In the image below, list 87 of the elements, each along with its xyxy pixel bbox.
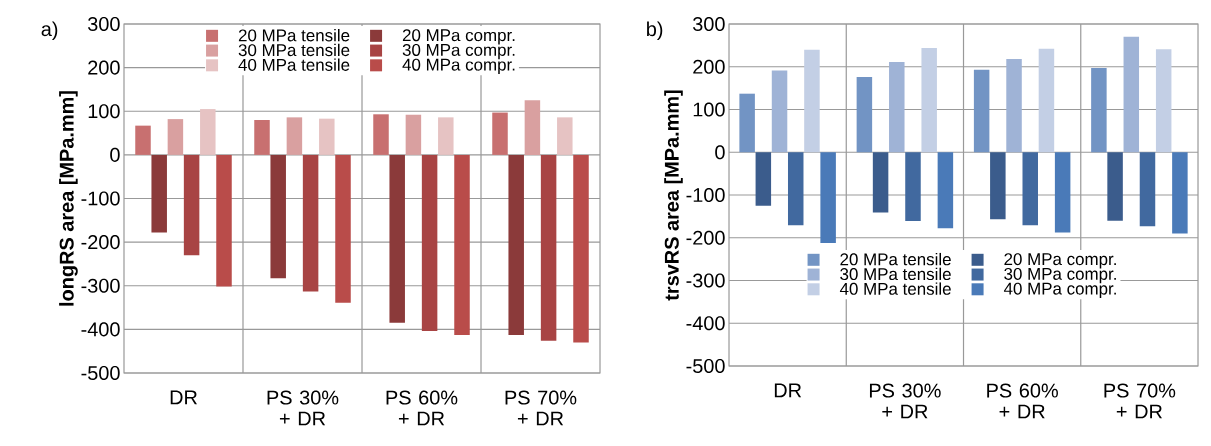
bar: [135, 125, 151, 155]
text: a): [41, 21, 58, 41]
bar: [1006, 59, 1022, 153]
bar: [200, 109, 216, 155]
bar: [335, 154, 351, 303]
legend-label: 40 MPa tensile: [839, 282, 951, 295]
bar: [937, 152, 954, 229]
y-tick-label: 100: [693, 102, 725, 117]
legend-label: 30 MPa tensile: [840, 267, 951, 281]
bar: [524, 100, 541, 155]
bar: [1022, 152, 1038, 226]
bar: [1155, 49, 1172, 153]
bar: [540, 154, 557, 341]
bar: [755, 152, 772, 206]
bar: [183, 154, 200, 256]
legend-label: 20 MPa tensile: [840, 252, 951, 266]
bar: [921, 47, 937, 153]
y-tick-label: -500: [686, 358, 725, 374]
bar: [319, 118, 335, 155]
text: b): [647, 21, 663, 41]
y-tick-label: -300: [81, 278, 120, 293]
y-tick-label: 0: [110, 147, 120, 162]
bar: [973, 69, 990, 153]
y-tick-label: 200: [693, 59, 725, 74]
bar: [820, 152, 836, 243]
x-tick-label: PS 70% + DR: [505, 390, 577, 426]
bar: [508, 154, 524, 336]
x-tick-label: PS 30% + DR: [267, 390, 339, 426]
legend-label: 20 MPa tensile: [238, 28, 350, 42]
bar: [1107, 152, 1123, 221]
y-axis-title: trsvRS area [MPa.mm]: [664, 90, 683, 301]
bar: [254, 119, 270, 155]
bar: [856, 77, 873, 153]
x-tick-label: PS 60% + DR: [987, 383, 1058, 419]
bar: [1139, 152, 1156, 227]
y-tick-label: -200: [686, 230, 725, 245]
bar: [373, 114, 389, 155]
bar: [990, 152, 1006, 220]
bar: [405, 114, 422, 155]
bar: [1091, 68, 1107, 153]
bar: [454, 154, 470, 336]
legend-label: 20 MPa compr.: [1004, 253, 1116, 269]
bar: [804, 49, 820, 153]
bar: [771, 70, 788, 153]
y-tick-label: -100: [686, 187, 725, 203]
bar: [167, 119, 184, 155]
bar: [739, 93, 755, 153]
y-tick-label: -300: [686, 273, 725, 288]
bar: [1038, 48, 1055, 153]
y-axis-title: longRS area [MPa.mm]: [59, 91, 78, 306]
bar: [286, 117, 303, 155]
bar: [492, 112, 508, 155]
x-tick-label: DR: [170, 390, 197, 405]
y-tick-label: 100: [88, 104, 120, 119]
legend-label: 30 MPa tensile: [238, 43, 350, 57]
x-tick-label: PS 30% + DR: [869, 383, 941, 419]
legend-label: 20 MPa compr.: [402, 29, 515, 45]
legend-label: 40 MPa tensile: [238, 58, 350, 71]
bar: [270, 154, 286, 279]
legend-label: 40 MPa compr.: [402, 58, 515, 75]
bar: [1123, 36, 1140, 153]
bar: [1054, 152, 1071, 233]
bar: [302, 154, 319, 292]
bar: [151, 154, 167, 233]
bar: [889, 62, 905, 153]
x-tick-label: DR: [774, 383, 802, 398]
bar: [438, 117, 454, 155]
y-tick-label: 300: [693, 16, 725, 32]
bar: [905, 152, 921, 222]
y-tick-label: 200: [88, 60, 120, 75]
bar: [557, 117, 573, 155]
y-tick-label: -400: [81, 322, 120, 337]
bar: [872, 152, 889, 213]
y-tick-label: -100: [81, 191, 120, 206]
bar: [1172, 152, 1188, 234]
y-tick-label: -200: [81, 235, 120, 250]
y-tick-label: -400: [686, 316, 725, 331]
bar: [216, 154, 232, 287]
bar: [573, 154, 589, 343]
y-tick-label: 300: [88, 16, 120, 32]
y-tick-label: -500: [81, 365, 120, 381]
x-tick-label: PS 70% + DR: [1104, 383, 1176, 419]
bar: [389, 154, 405, 323]
bar: [421, 154, 438, 332]
x-tick-label: PS 60% + DR: [386, 390, 458, 426]
y-tick-label: 0: [715, 145, 725, 160]
bar: [787, 152, 804, 226]
